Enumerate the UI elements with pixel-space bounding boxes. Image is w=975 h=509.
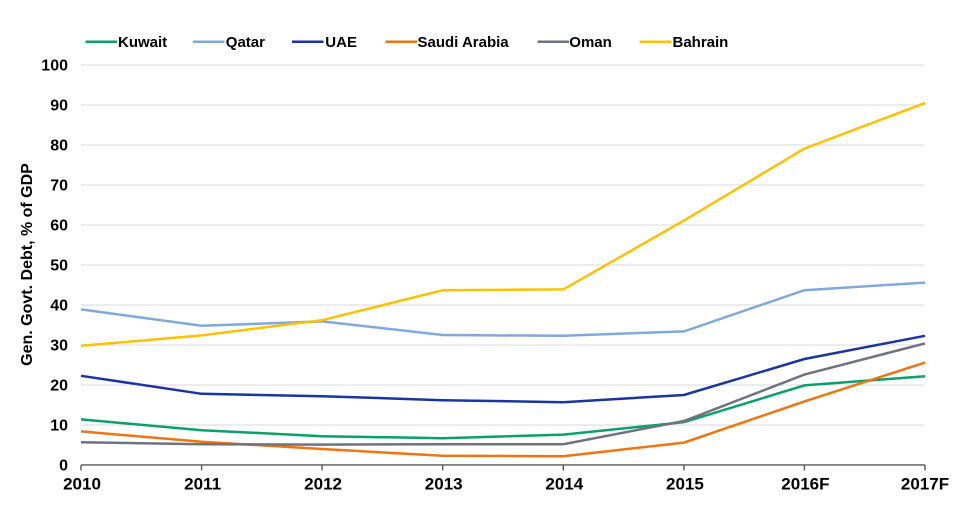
svg-text:2010: 2010	[63, 475, 101, 494]
svg-text:30: 30	[50, 338, 68, 355]
svg-text:Oman: Oman	[569, 34, 612, 51]
svg-text:2016F: 2016F	[781, 475, 829, 494]
svg-text:50: 50	[50, 258, 68, 275]
svg-text:0: 0	[59, 458, 68, 475]
svg-text:60: 60	[50, 218, 68, 235]
svg-text:2013: 2013	[425, 475, 463, 494]
svg-text:Saudi Arabia: Saudi Arabia	[418, 34, 510, 51]
svg-text:Gen. Govt. Debt, % of GDP: Gen. Govt. Debt, % of GDP	[19, 163, 36, 366]
svg-text:40: 40	[50, 298, 68, 315]
svg-text:10: 10	[50, 418, 68, 435]
svg-text:Kuwait: Kuwait	[118, 34, 167, 51]
svg-text:2017F: 2017F	[901, 475, 949, 494]
svg-text:80: 80	[50, 138, 68, 155]
svg-text:100: 100	[41, 58, 68, 75]
svg-text:20: 20	[50, 378, 68, 395]
svg-text:2011: 2011	[184, 475, 221, 494]
svg-text:70: 70	[50, 178, 68, 195]
svg-text:2014: 2014	[545, 475, 583, 494]
svg-text:UAE: UAE	[325, 34, 357, 51]
svg-text:90: 90	[50, 98, 68, 115]
svg-text:Bahrain: Bahrain	[673, 34, 729, 51]
svg-text:2015: 2015	[666, 475, 704, 494]
svg-text:2012: 2012	[304, 475, 342, 494]
svg-text:Qatar: Qatar	[226, 34, 265, 51]
